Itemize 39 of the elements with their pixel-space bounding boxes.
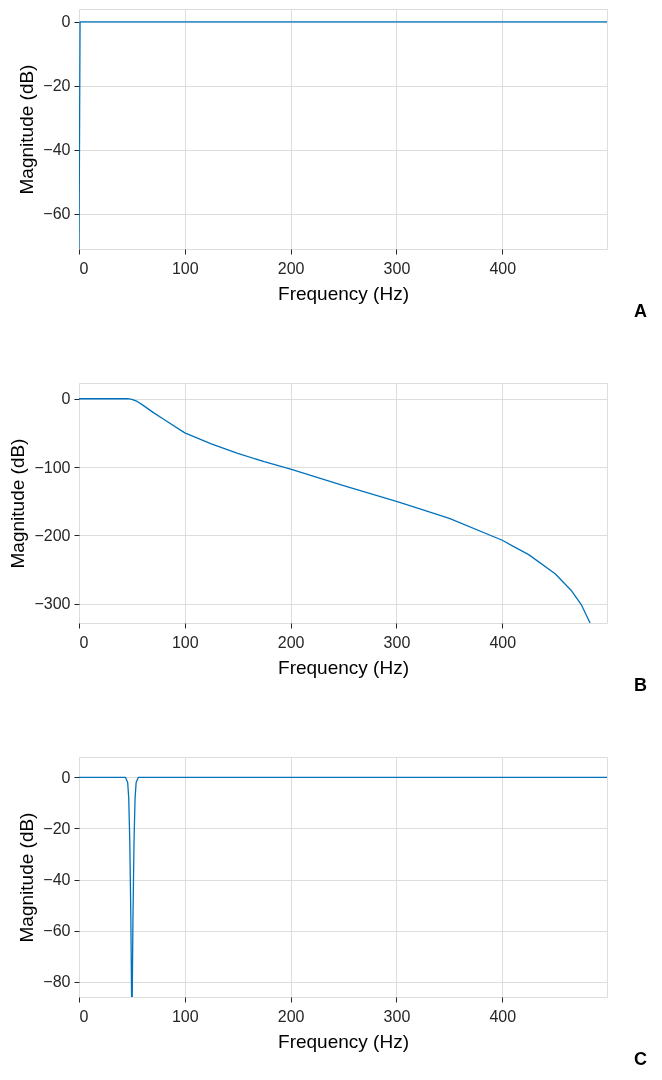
y-tick-label: −60 [43, 922, 71, 940]
text: C [634, 1049, 647, 1069]
x-tick-label: 300 [383, 259, 411, 277]
y-axis-title: Magnitude (dB) [7, 438, 29, 569]
y-tick-label: −20 [43, 77, 71, 95]
x-tick-label: 0 [79, 259, 89, 277]
y-tick-label: −60 [43, 205, 71, 223]
y-tick-label: −80 [43, 973, 71, 991]
text: A [634, 301, 647, 321]
x-tick-label: 400 [489, 633, 517, 651]
x-tick-label: 200 [277, 1007, 305, 1025]
text: B [634, 675, 647, 695]
x-tick-label: 0 [79, 1007, 89, 1025]
line-series [79, 776, 607, 997]
y-tick-label: 0 [61, 390, 71, 408]
y-tick-label: −200 [34, 526, 71, 544]
x-tick-label: 300 [383, 633, 411, 651]
y-tick-label: −20 [43, 819, 71, 837]
line-series [79, 398, 591, 623]
x-tick-label: 400 [489, 259, 517, 277]
y-axis-title: Magnitude (dB) [16, 64, 38, 195]
x-tick-label: 200 [277, 633, 305, 651]
y-tick-label: −300 [34, 595, 71, 613]
y-tick-label: 0 [61, 13, 71, 31]
x-tick-label: 100 [171, 633, 199, 651]
x-tick-label: 100 [171, 1007, 199, 1025]
x-axis-title: Frequency (Hz) [278, 656, 409, 678]
x-tick-label: 200 [277, 259, 305, 277]
y-tick-label: −40 [43, 141, 71, 159]
x-tick-label: 100 [171, 259, 199, 277]
y-tick-label: −40 [43, 871, 71, 889]
y-axis-title: Magnitude (dB) [16, 812, 38, 943]
x-tick-label: 0 [79, 633, 89, 651]
x-tick-label: 400 [489, 1007, 517, 1025]
x-axis-title: Frequency (Hz) [278, 282, 409, 304]
x-axis-title: Frequency (Hz) [278, 1030, 409, 1052]
y-tick-label: 0 [61, 768, 71, 786]
x-tick-label: 300 [383, 1007, 411, 1025]
y-tick-label: −100 [34, 458, 71, 476]
